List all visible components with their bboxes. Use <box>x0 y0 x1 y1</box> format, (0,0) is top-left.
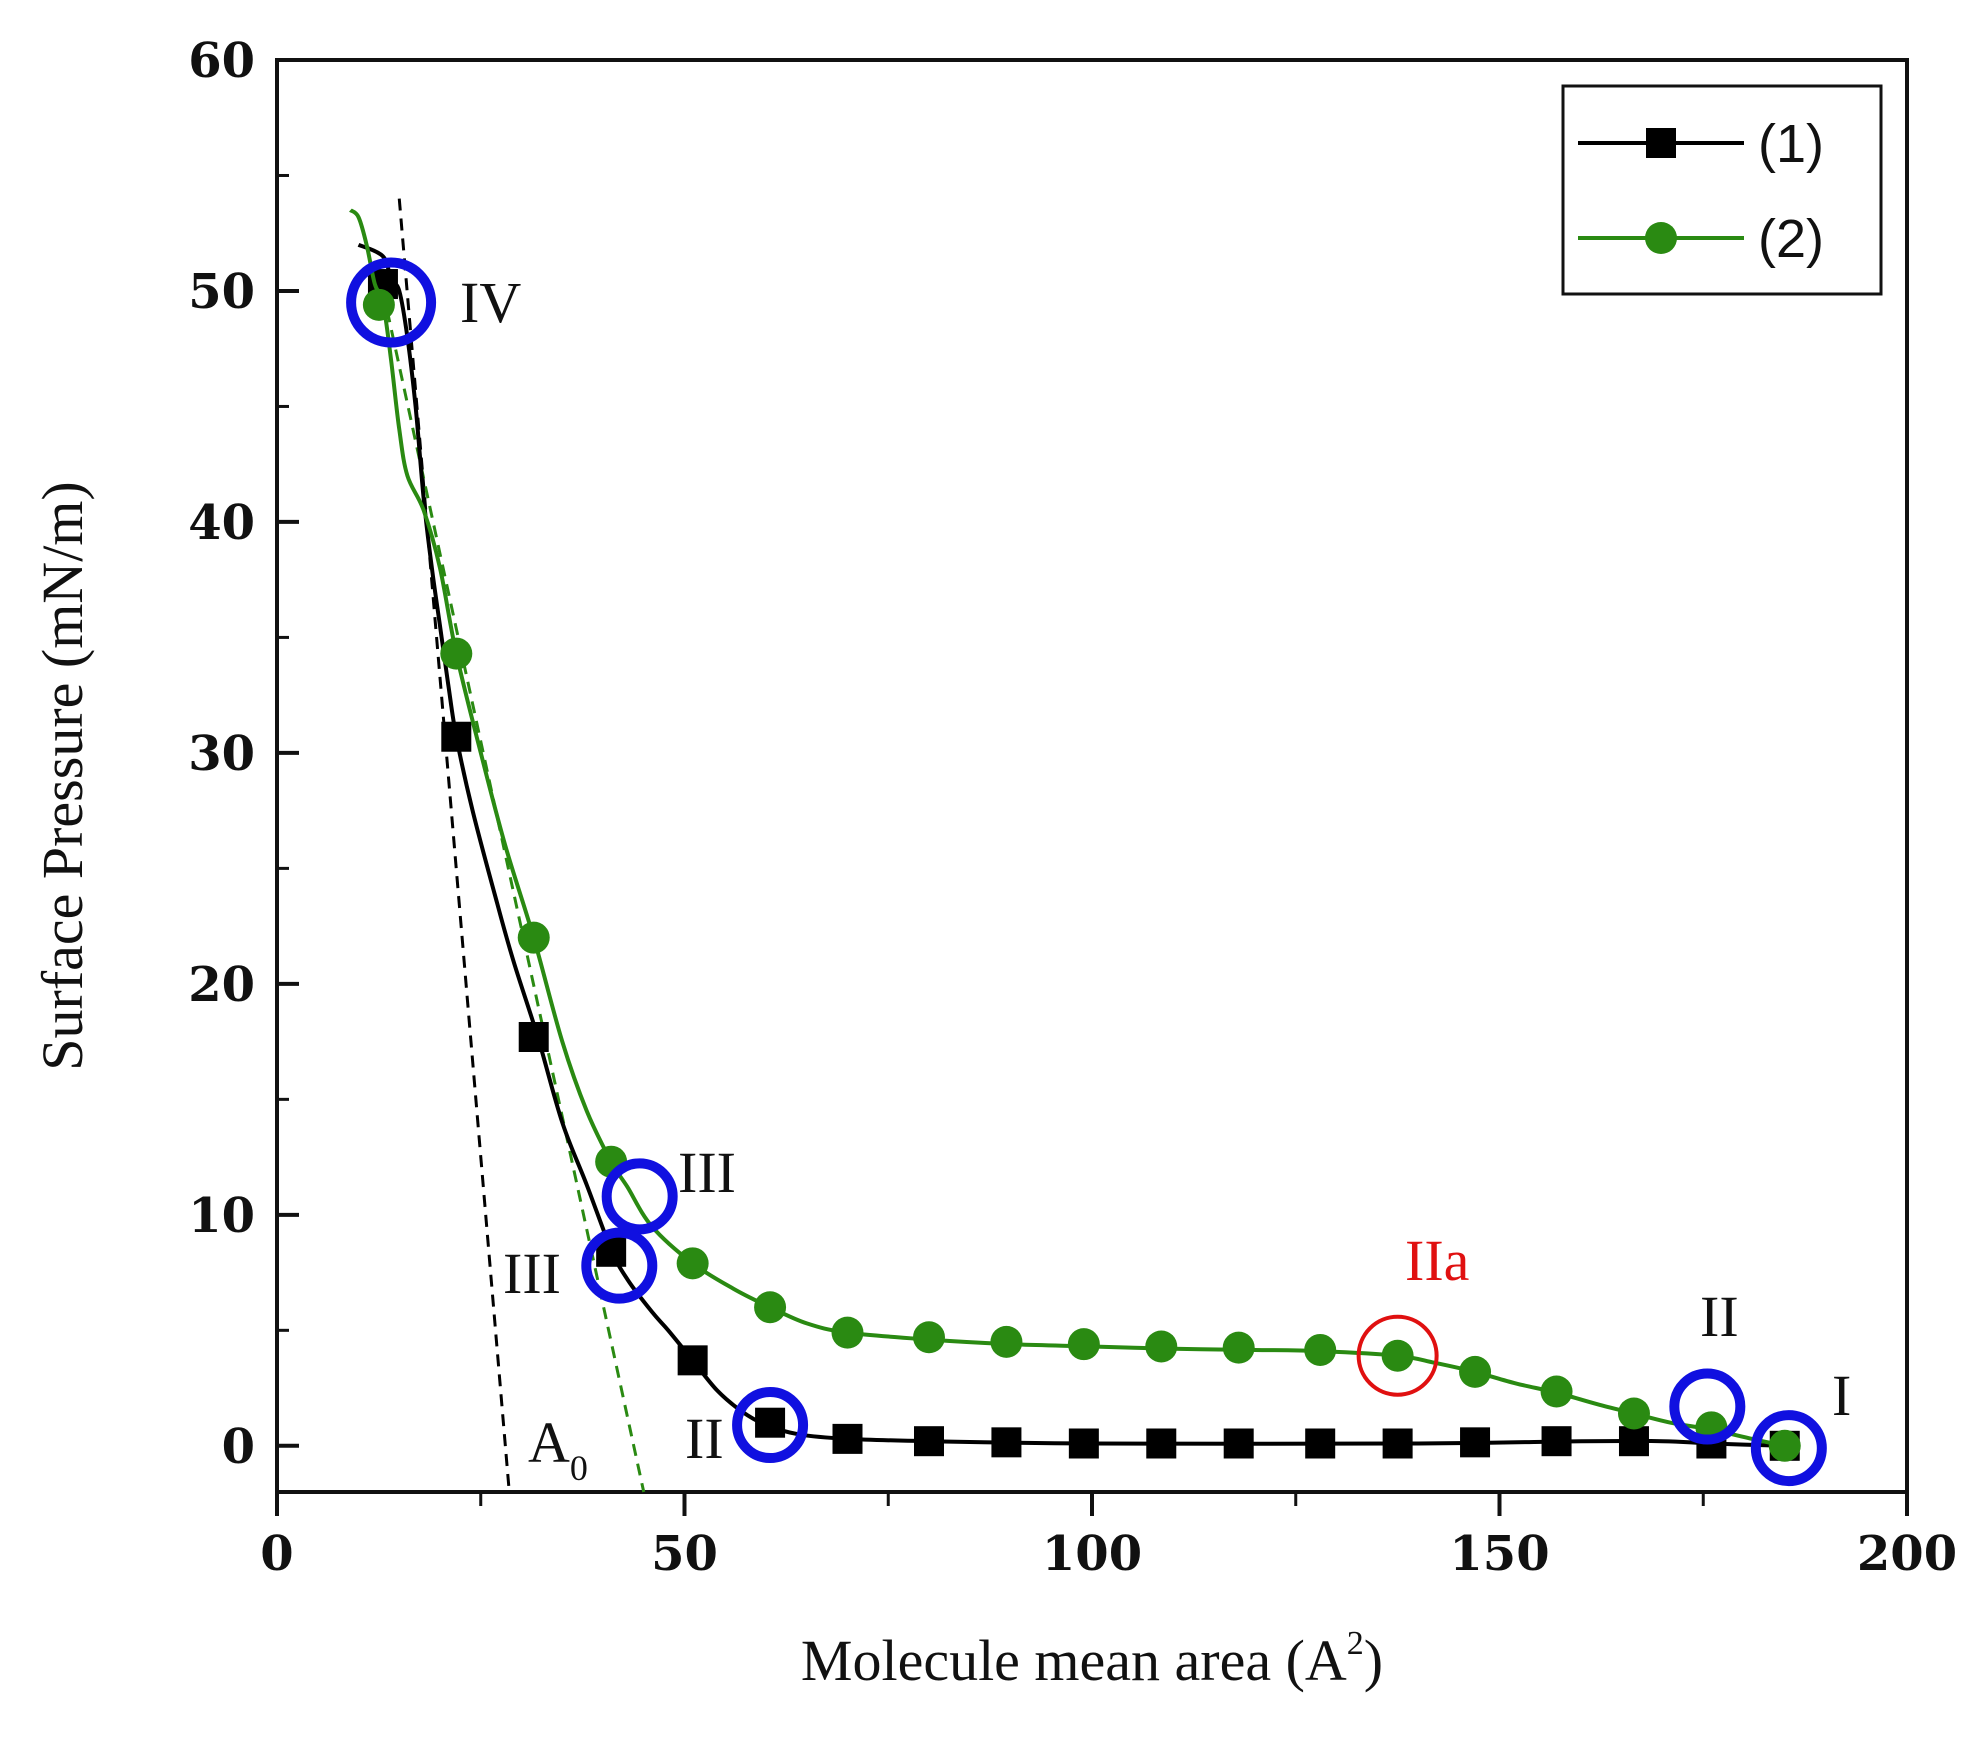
y-tick-label: 60 <box>188 33 255 89</box>
series-group <box>349 208 1801 1462</box>
data-point-series-2 <box>1540 1375 1573 1408</box>
region-circle-II <box>1669 1368 1746 1445</box>
data-point-series-1 <box>1223 1428 1254 1459</box>
x-tick-label: 100 <box>1042 1526 1142 1582</box>
data-point-series-2 <box>1617 1397 1650 1430</box>
legend-marker-1 <box>1646 128 1676 158</box>
data-point-series-1 <box>991 1427 1022 1458</box>
legend-box <box>1561 84 1883 296</box>
y-axis: 0 10 20 30 40 50 60 <box>188 33 299 1475</box>
data-point-series-2 <box>1304 1333 1337 1366</box>
region-label-II: II <box>1700 1284 1739 1349</box>
series-line-1 <box>357 242 1785 1448</box>
x-axis-title-sup: 2 <box>1347 1625 1364 1662</box>
region-circle-I <box>1750 1410 1827 1487</box>
data-point-series-1 <box>441 721 472 752</box>
legend-label-2: (2) <box>1758 209 1824 269</box>
data-point-series-2 <box>676 1247 709 1280</box>
data-point-series-1 <box>1382 1428 1413 1459</box>
x-tick-label: 50 <box>651 1526 718 1582</box>
data-point-series-1 <box>1618 1426 1649 1457</box>
region-label-IV: IV <box>460 270 521 335</box>
data-point-series-2 <box>362 288 395 321</box>
legend: (1) (2) <box>1561 84 1883 296</box>
legend-marker-2 <box>1645 222 1677 254</box>
data-point-series-1 <box>1068 1428 1099 1459</box>
region-label-IIa: IIa <box>1405 1228 1469 1293</box>
data-point-series-1 <box>755 1407 786 1438</box>
data-point-series-2 <box>1067 1328 1100 1361</box>
y-tick-label: 40 <box>188 495 255 551</box>
data-point-series-1 <box>518 1021 549 1052</box>
y-tick-label: 10 <box>188 1188 255 1244</box>
region-circle-II <box>732 1387 809 1464</box>
region-label-III: III <box>678 1140 736 1205</box>
data-point-series-1 <box>914 1426 944 1457</box>
region-circle-III <box>601 1158 678 1235</box>
series-line-2 <box>349 208 1786 1448</box>
region-circle-III <box>581 1227 658 1304</box>
data-point-series-1 <box>1305 1428 1336 1459</box>
data-point-series-1 <box>1541 1426 1572 1457</box>
data-point-series-2 <box>990 1325 1023 1358</box>
region-circle-IV <box>346 257 437 348</box>
x-axis-title-close: ) <box>1364 1628 1383 1693</box>
y-tick-label: 20 <box>188 957 255 1013</box>
y-tick-label: 50 <box>188 264 255 320</box>
data-point-series-2 <box>1145 1330 1178 1363</box>
x-axis: 0 50 100 150 200 <box>260 1492 1957 1582</box>
y-tick-label: 30 <box>188 726 255 782</box>
data-point-series-2 <box>1381 1339 1414 1372</box>
data-point-series-2 <box>754 1291 787 1324</box>
x-axis-title: Molecule mean area (A2) <box>801 1625 1383 1693</box>
region-circle-IIa <box>1356 1314 1439 1397</box>
data-point-series-2 <box>1768 1429 1801 1462</box>
data-point-series-2 <box>913 1321 945 1354</box>
data-point-series-1 <box>832 1423 863 1454</box>
a0-annotation: A0 <box>528 1410 588 1488</box>
x-tick-label: 200 <box>1857 1526 1957 1582</box>
a0-sub: 0 <box>570 1448 588 1488</box>
data-point-series-2 <box>1222 1331 1255 1364</box>
region-label-II: II <box>685 1406 724 1471</box>
x-axis-title-main: Molecule mean area (A <box>801 1628 1347 1693</box>
data-point-series-1 <box>1460 1427 1491 1458</box>
data-point-series-2 <box>1459 1355 1492 1388</box>
data-point-series-2 <box>517 921 550 954</box>
tangent-line-1 <box>397 198 511 1493</box>
x-tick-label: 150 <box>1449 1526 1549 1582</box>
data-point-series-1 <box>677 1345 708 1376</box>
a0-main: A <box>528 1410 570 1475</box>
x-tick-label: 0 <box>260 1526 293 1582</box>
region-label-I: I <box>1832 1363 1851 1428</box>
region-label-III: III <box>503 1241 561 1306</box>
y-axis-title: Surface Pressure (mN/m) <box>30 481 95 1071</box>
data-point-series-2 <box>831 1316 864 1349</box>
y-tick-label: 0 <box>222 1419 255 1475</box>
legend-label-1: (1) <box>1758 114 1824 174</box>
data-point-series-2 <box>440 637 473 670</box>
data-point-series-1 <box>1146 1428 1177 1459</box>
